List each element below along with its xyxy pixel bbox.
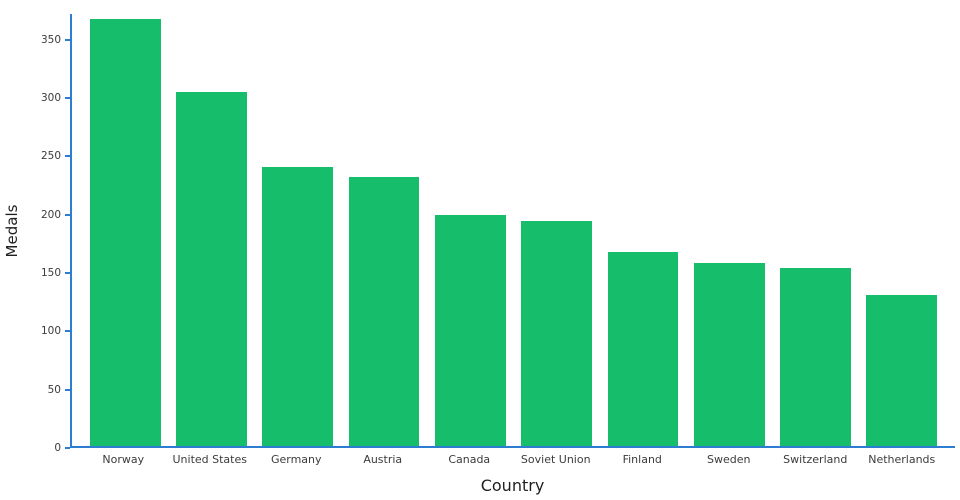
y-tick: 200	[41, 209, 70, 221]
y-tick-mark	[65, 388, 70, 391]
y-tick-label: 250	[40, 150, 61, 163]
bar-canada	[434, 214, 506, 446]
x-tick-label: Germany	[270, 453, 322, 466]
x-tick-label: Soviet Union	[520, 453, 591, 466]
y-tick-mark	[65, 272, 70, 274]
bar-slot	[859, 14, 945, 446]
bar-slot	[427, 14, 513, 446]
x-tick-label: Finland	[622, 453, 662, 466]
bar-united-states	[176, 91, 247, 446]
y-tick: 50	[48, 384, 70, 396]
y-tick: 150	[41, 267, 70, 279]
y-tick-label: 50	[47, 383, 61, 396]
y-tick-mark	[65, 155, 70, 158]
y-tick-label: 200	[40, 208, 61, 221]
x-tick-label: United States	[172, 453, 248, 466]
bar-slot	[686, 14, 772, 446]
bar-slot	[255, 14, 341, 446]
x-axis-labels: Norway United States Germany Austria Canada S…	[70, 453, 955, 469]
bar-norway	[89, 18, 161, 446]
x-tick-label: Canada	[448, 453, 491, 466]
bar-soviet-union	[521, 220, 592, 446]
y-tick-mark	[65, 213, 70, 216]
plot-area	[70, 14, 955, 448]
bar-slot	[341, 14, 427, 446]
bar-slot	[513, 14, 599, 446]
y-tick: 350	[41, 34, 70, 46]
y-tick-label: 0	[54, 442, 61, 454]
bar-germany	[262, 167, 334, 446]
bar-slot	[600, 14, 686, 446]
y-tick-mark	[65, 447, 70, 449]
y-tick-label: 100	[40, 325, 61, 338]
bar-finland	[607, 252, 679, 446]
y-tick-label: 300	[40, 92, 61, 105]
bar-slot	[772, 14, 858, 446]
y-axis: 0 50 100 150 200 250 300 350	[0, 14, 70, 454]
y-tick: 0	[54, 442, 70, 454]
y-tick-label: 350	[40, 33, 61, 46]
bar-slot	[168, 14, 254, 446]
x-tick-label: Netherlands	[868, 453, 936, 466]
bar-switzerland	[780, 268, 851, 446]
y-tick: 250	[41, 150, 70, 162]
x-tick-label: Norway	[102, 453, 145, 466]
x-tick-label: Switzerland	[783, 453, 848, 466]
x-axis-title: Country	[480, 476, 545, 495]
y-tick: 300	[41, 92, 70, 104]
y-tick: 100	[41, 325, 70, 337]
bar-sweden	[693, 262, 765, 446]
y-tick-label: 150	[40, 267, 61, 279]
y-tick-mark	[65, 330, 70, 333]
bar-austria	[348, 176, 420, 446]
x-tick-label: Sweden	[707, 453, 751, 466]
bar-netherlands	[866, 295, 938, 446]
y-tick-mark	[65, 38, 70, 41]
x-tick-label: Austria	[363, 453, 403, 466]
bar-slot	[82, 14, 168, 446]
y-tick-mark	[65, 97, 70, 100]
